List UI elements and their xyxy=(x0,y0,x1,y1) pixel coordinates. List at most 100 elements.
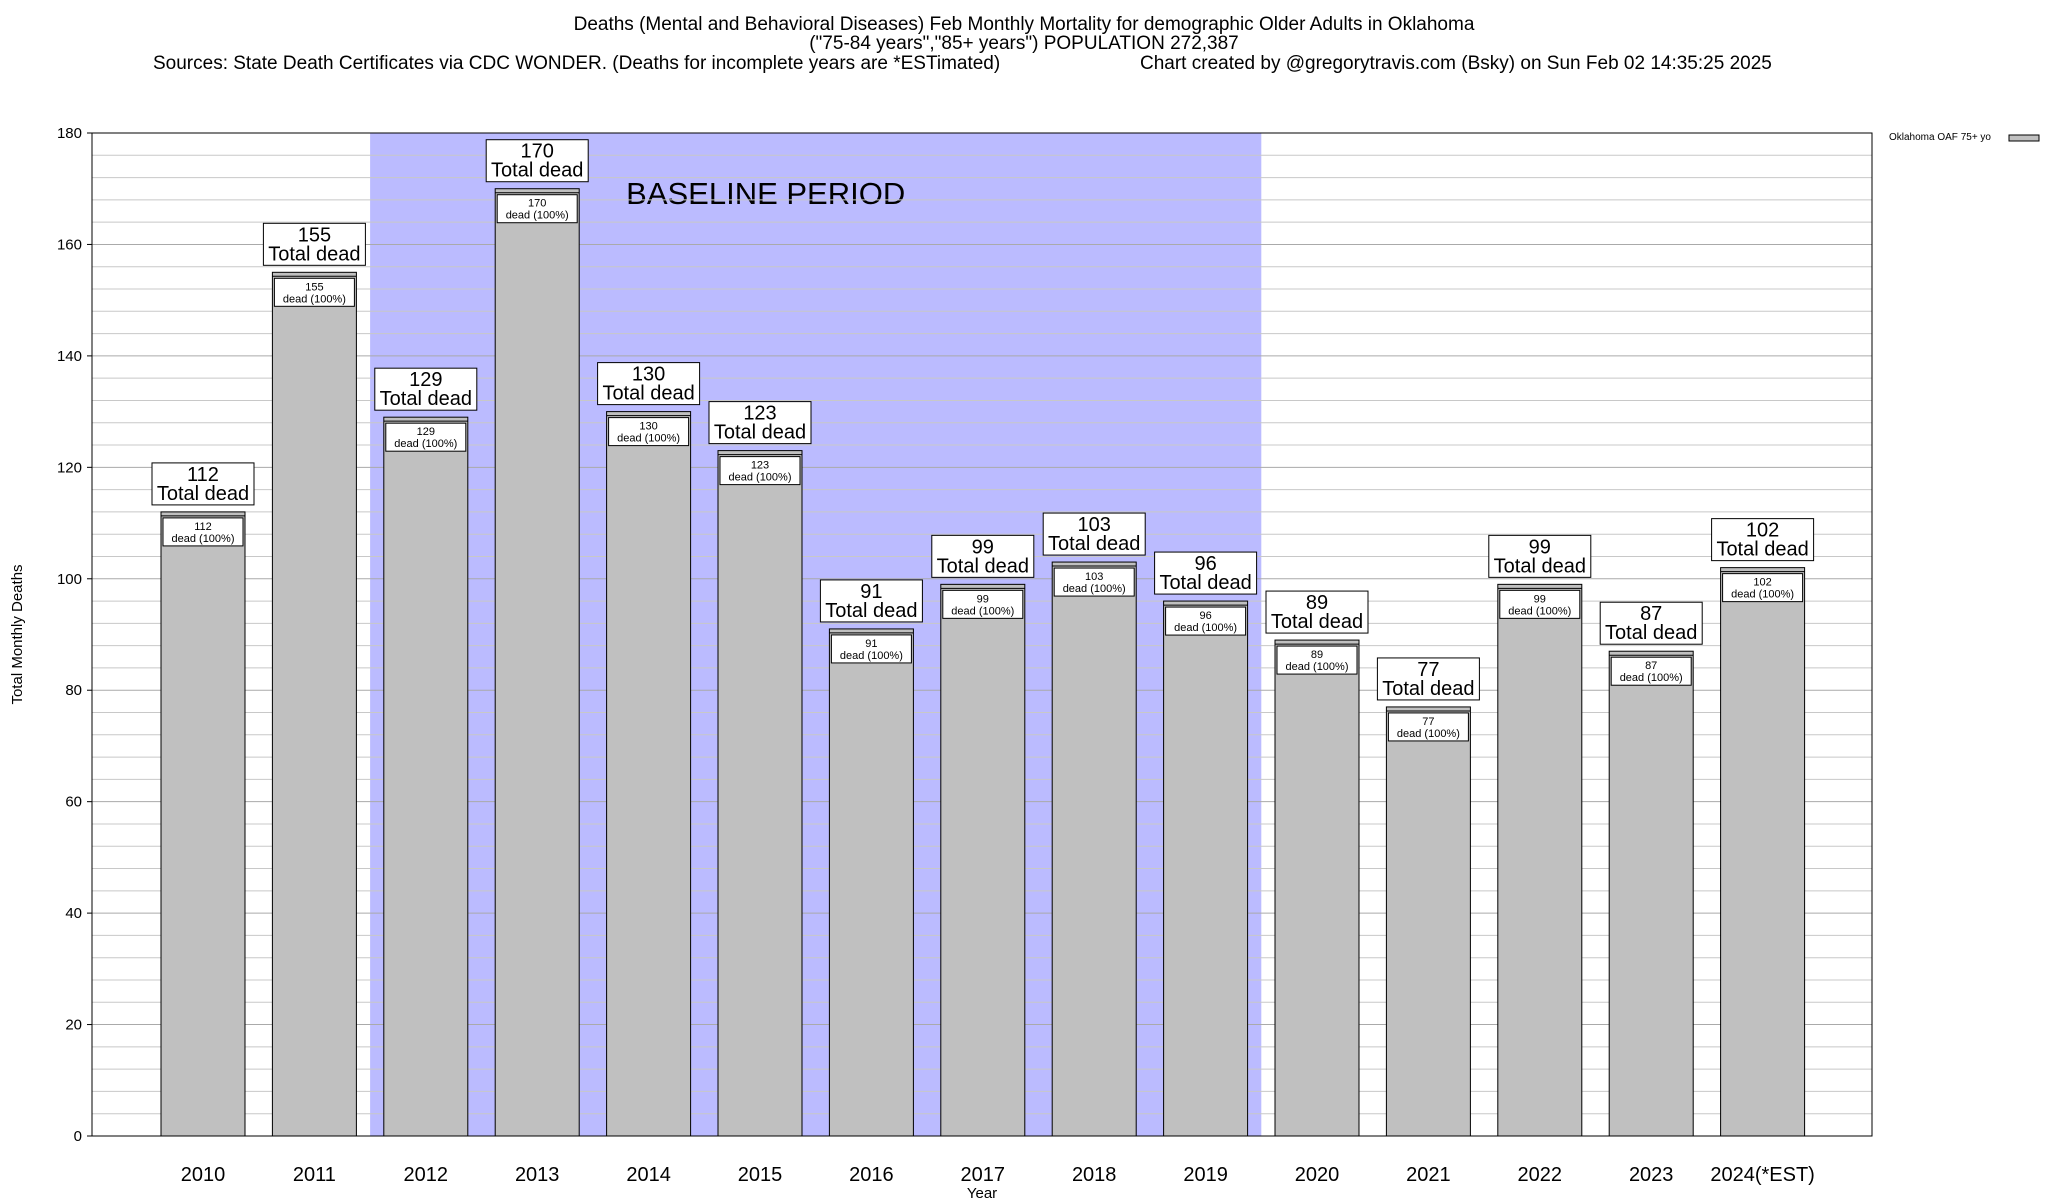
inner-value-label: 102 xyxy=(1753,577,1771,589)
inner-percent-label: dead (100%) xyxy=(506,210,569,222)
bar xyxy=(494,188,580,1137)
bar xyxy=(1720,567,1806,1137)
total-label-box xyxy=(1154,551,1258,595)
y-tick-label: 20 xyxy=(65,1017,82,1034)
total-dead-label: Total dead xyxy=(602,383,694,405)
inner-label-box xyxy=(830,634,912,664)
x-tick-label: 2022 xyxy=(1518,1164,1563,1186)
total-label-box xyxy=(151,462,255,506)
total-value-label: 77 xyxy=(1417,659,1439,681)
inner-value-label: 89 xyxy=(1311,649,1323,661)
total-value-label: 89 xyxy=(1306,592,1328,614)
inner-value-label: 155 xyxy=(305,281,323,293)
y-tick-label: 120 xyxy=(57,459,82,476)
bar xyxy=(606,411,692,1137)
bar xyxy=(1163,600,1249,1137)
inner-percent-label: dead (100%) xyxy=(729,472,792,484)
baseline-period-label: BASELINE PERIOD xyxy=(626,176,905,211)
x-tick-label: 2012 xyxy=(404,1164,449,1186)
total-value-label: 103 xyxy=(1078,514,1111,536)
inner-percent-label: dead (100%) xyxy=(1174,622,1237,634)
x-tick-label: 2016 xyxy=(849,1164,894,1186)
inner-label-box xyxy=(608,417,690,447)
total-value-label: 123 xyxy=(743,403,776,425)
total-label-box xyxy=(1711,518,1815,562)
bar xyxy=(940,583,1026,1137)
y-axis-title: Total Monthly Deaths xyxy=(9,564,26,704)
inner-percent-label: dead (100%) xyxy=(1286,661,1349,673)
x-tick-label: 2018 xyxy=(1072,1164,1117,1186)
total-label-box xyxy=(819,579,923,623)
legend-swatch xyxy=(2008,134,2040,142)
total-dead-label: Total dead xyxy=(1716,539,1808,561)
total-dead-label: Total dead xyxy=(714,422,806,444)
bar xyxy=(1608,650,1694,1137)
bar xyxy=(160,511,246,1137)
inner-value-label: 123 xyxy=(751,460,769,472)
total-value-label: 99 xyxy=(972,536,994,558)
inner-percent-label: dead (100%) xyxy=(617,433,680,445)
total-dead-label: Total dead xyxy=(1382,678,1474,700)
y-tick-label: 100 xyxy=(57,571,82,588)
total-value-label: 155 xyxy=(298,224,331,246)
total-label-box xyxy=(931,534,1035,578)
y-tick-label: 60 xyxy=(65,794,82,811)
total-label-box xyxy=(1599,601,1703,645)
total-dead-label: Total dead xyxy=(825,600,917,622)
total-value-label: 170 xyxy=(521,141,554,163)
inner-percent-label: dead (100%) xyxy=(1063,583,1126,595)
total-label-box xyxy=(1042,512,1146,556)
x-tick-label: 2015 xyxy=(738,1164,783,1186)
inner-label-box xyxy=(273,277,355,307)
inner-label-box xyxy=(1722,573,1804,603)
inner-percent-label: dead (100%) xyxy=(394,438,457,450)
total-label-box xyxy=(1488,534,1592,578)
inner-value-label: 87 xyxy=(1645,660,1657,672)
inner-label-box xyxy=(1610,656,1692,686)
total-value-label: 102 xyxy=(1746,520,1779,542)
inner-value-label: 96 xyxy=(1199,610,1211,622)
x-tick-label: 2014 xyxy=(626,1164,671,1186)
total-dead-label: Total dead xyxy=(1494,555,1586,577)
inner-value-label: 130 xyxy=(639,421,657,433)
total-value-label: 91 xyxy=(860,581,882,603)
x-tick-label: 2020 xyxy=(1295,1164,1340,1186)
inner-label-box xyxy=(1053,567,1135,597)
inner-label-box xyxy=(1165,606,1247,636)
chart-subtitle: ("75-84 years","85+ years") POPULATION 2… xyxy=(809,33,1239,54)
total-dead-label: Total dead xyxy=(491,160,583,182)
chart-credit: Chart created by @gregorytravis.com (Bsk… xyxy=(1140,53,1772,74)
inner-value-label: 91 xyxy=(865,638,877,650)
x-tick-label: 2019 xyxy=(1183,1164,1228,1186)
inner-percent-label: dead (100%) xyxy=(283,293,346,305)
total-dead-label: Total dead xyxy=(1271,611,1363,633)
inner-percent-label: dead (100%) xyxy=(951,605,1014,617)
x-tick-label: 2011 xyxy=(293,1164,336,1186)
total-dead-label: Total dead xyxy=(1048,533,1140,555)
inner-label-box xyxy=(162,517,244,547)
bar xyxy=(828,628,914,1137)
bar xyxy=(717,450,803,1137)
inner-percent-label: dead (100%) xyxy=(172,533,235,545)
total-dead-label: Total dead xyxy=(937,555,1029,577)
plot-frame xyxy=(91,132,1873,1137)
inner-percent-label: dead (100%) xyxy=(1397,728,1460,740)
y-tick-label: 80 xyxy=(65,682,82,699)
total-dead-label: Total dead xyxy=(380,388,472,410)
inner-value-label: 170 xyxy=(528,198,546,210)
inner-value-label: 112 xyxy=(194,521,212,533)
y-tick-label: 180 xyxy=(57,125,82,142)
inner-value-label: 99 xyxy=(977,593,989,605)
total-value-label: 112 xyxy=(187,464,219,486)
total-label-box xyxy=(1376,657,1480,701)
total-value-label: 99 xyxy=(1529,536,1551,558)
inner-label-box xyxy=(1499,589,1581,619)
inner-percent-label: dead (100%) xyxy=(1508,605,1571,617)
total-value-label: 87 xyxy=(1640,603,1662,625)
inner-label-box xyxy=(1276,645,1358,675)
bar xyxy=(1385,706,1471,1137)
total-value-label: 96 xyxy=(1194,553,1216,575)
total-value-label: 130 xyxy=(632,364,665,386)
y-tick-label: 40 xyxy=(65,905,82,922)
x-tick-label: 2024(*EST) xyxy=(1710,1164,1815,1186)
